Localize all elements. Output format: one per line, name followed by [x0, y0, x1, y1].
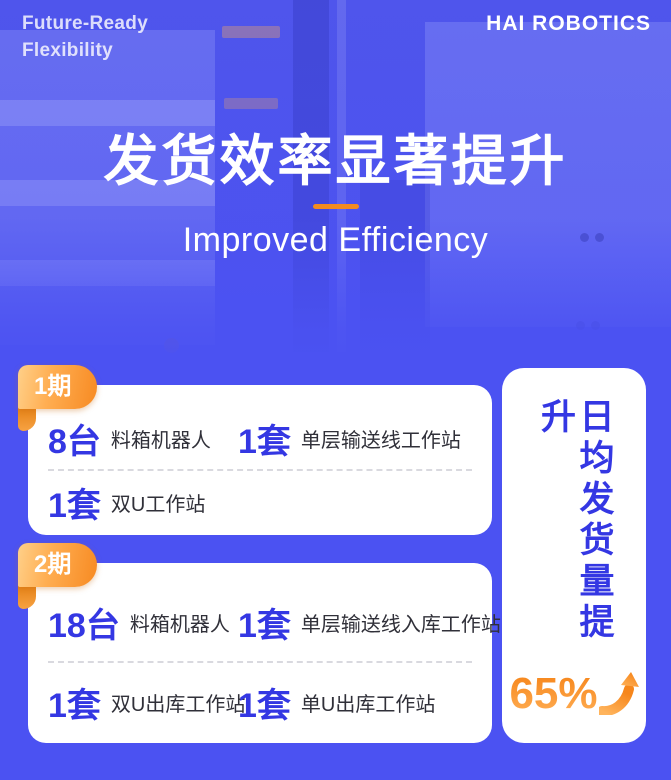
- title-accent-bar: [312, 204, 359, 209]
- trend-up-arrow-icon: [598, 672, 639, 715]
- dashed-divider: [48, 469, 472, 471]
- spec-quantity: 1套: [48, 686, 101, 725]
- spec-label: 料箱机器人: [110, 429, 211, 452]
- spec-label: 单U出库工作站: [300, 693, 436, 716]
- spec-quantity: 1套: [238, 422, 291, 461]
- spec-item: 1套 单层输送线工作站: [238, 414, 461, 463]
- daily-shipment-stat-card: 日均发货量提升 65%: [502, 368, 646, 743]
- spec-item: 18台 料箱机器人: [48, 598, 238, 647]
- spec-item: 1套 单层输送线入库工作站: [238, 598, 501, 647]
- spec-label: 双U工作站: [110, 493, 206, 516]
- spec-label: 单层输送线工作站: [300, 429, 461, 452]
- phase-1-card: 1期 8台 料箱机器人 1套 单层输送线工作站 1套 双U工作站: [18, 365, 492, 535]
- spec-item: 8台 料箱机器人: [48, 414, 238, 463]
- blue-overlay: [0, 0, 671, 365]
- warehouse-photo-background: [0, 0, 671, 365]
- spec-row: 1套 双U工作站: [48, 479, 472, 525]
- spec-quantity: 18台: [48, 606, 120, 645]
- phase-1-content: 8台 料箱机器人 1套 单层输送线工作站 1套 双U工作站: [28, 385, 492, 525]
- spec-item: 1套 双U工作站: [48, 478, 238, 527]
- spec-label: 单层输送线入库工作站: [300, 613, 501, 636]
- tagline: Future-Ready Flexibility: [22, 10, 148, 64]
- spec-row: 18台 料箱机器人 1套 单层输送线入库工作站: [48, 598, 501, 647]
- tagline-line-2: Flexibility: [22, 40, 113, 61]
- badge-ribbon-fold: [18, 403, 36, 431]
- spec-item: 1套 双U出库工作站: [48, 678, 245, 727]
- stat-value-row: 65%: [509, 669, 639, 719]
- phase-2-badge: 2期: [18, 543, 98, 587]
- page-title: 发货效率显著提升: [103, 130, 568, 192]
- page-subtitle: Improved Efficiency: [182, 221, 489, 259]
- spec-quantity: 8台: [48, 422, 101, 461]
- phase-2-content: 18台 料箱机器人 1套 单层输送线入库工作站 1套 双U出库工作站 1套 单U…: [28, 563, 501, 725]
- spec-row: 1套 双U出库工作站 1套 单U出库工作站: [48, 679, 472, 725]
- phase-1-badge: 1期: [18, 365, 98, 409]
- spec-label: 双U出库工作站: [110, 693, 246, 716]
- stat-value: 65%: [509, 669, 598, 718]
- phase-2-card: 2期 18台 料箱机器人 1套 单层输送线入库工作站 1套 双U出库工作站: [18, 543, 501, 743]
- dashed-divider: [48, 661, 472, 663]
- hai-robotics-logo: HAI ROBOTICS: [486, 12, 651, 35]
- tagline-line-1: Future-Ready: [22, 13, 149, 34]
- spec-row: 8台 料箱机器人 1套 单层输送线工作站: [48, 415, 472, 461]
- spec-quantity: 1套: [48, 486, 101, 525]
- spec-quantity: 1套: [238, 686, 291, 725]
- badge-ribbon-fold: [18, 581, 36, 609]
- spec-label: 料箱机器人: [129, 613, 230, 636]
- spec-item: 1套 单U出库工作站: [238, 678, 435, 727]
- stat-vertical-title: 日均发货量提升: [536, 398, 614, 644]
- spec-quantity: 1套: [238, 606, 291, 645]
